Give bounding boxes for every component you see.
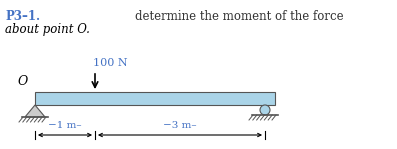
- Text: P3–1.: P3–1.: [5, 10, 40, 23]
- Text: determine the moment of the force: determine the moment of the force: [135, 10, 344, 23]
- Polygon shape: [25, 105, 45, 117]
- Bar: [35, 92, 275, 105]
- Text: −3 m–: −3 m–: [163, 121, 197, 130]
- Circle shape: [260, 105, 270, 115]
- Text: 100 N: 100 N: [93, 58, 127, 68]
- Text: −1 m–: −1 m–: [48, 121, 82, 130]
- Text: O: O: [18, 75, 28, 88]
- Text: about point O.: about point O.: [5, 23, 90, 36]
